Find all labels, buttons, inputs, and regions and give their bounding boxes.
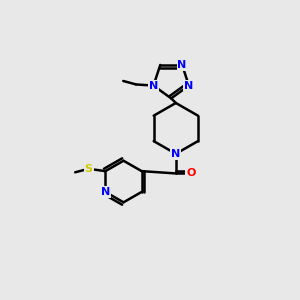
Text: N: N: [184, 81, 194, 91]
Text: N: N: [171, 149, 181, 159]
Text: N: N: [149, 81, 158, 91]
Text: S: S: [85, 164, 93, 174]
Text: O: O: [186, 168, 196, 178]
Text: N: N: [178, 60, 187, 70]
Text: N: N: [101, 187, 110, 197]
